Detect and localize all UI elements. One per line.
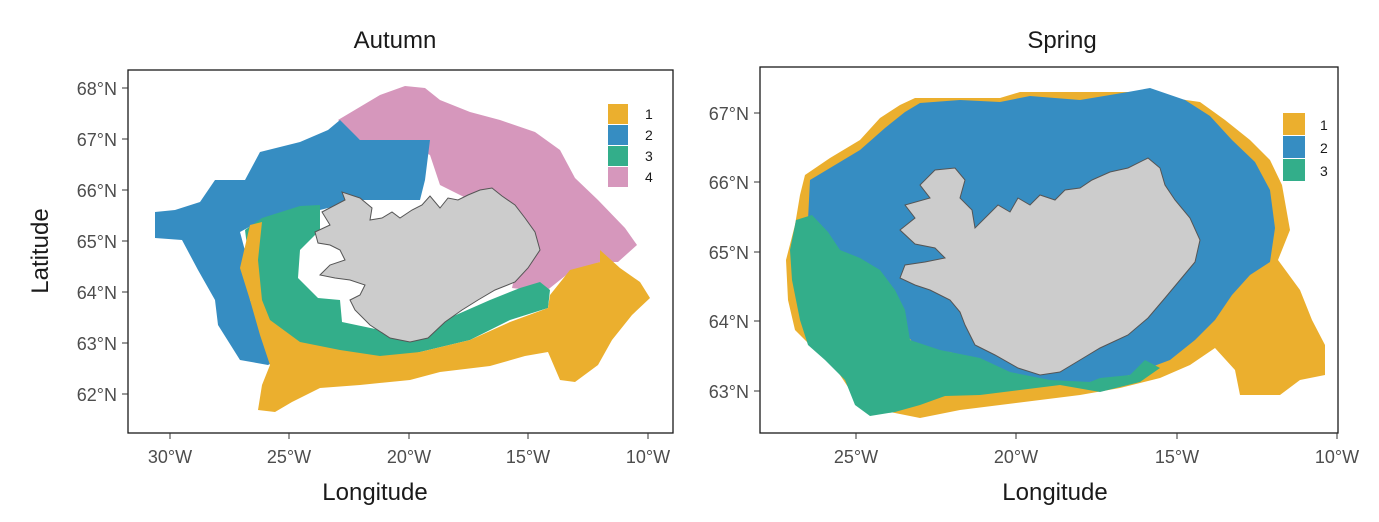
plot-frame-spring [759, 66, 1339, 434]
legend-swatch-3 [1283, 159, 1305, 181]
y-axis-autumn: 68°N 67°N 66°N 65°N 64°N 63°N 62°N [77, 79, 128, 405]
x-tick-label: 10°W [626, 447, 670, 467]
legend-swatch-1 [608, 104, 628, 124]
land-iceland-spring [899, 157, 1201, 376]
y-tick-label: 66°N [77, 181, 117, 201]
x-axis-spring: 25°W 20°W 15°W 10°W [834, 433, 1359, 467]
y-tick-label: 63°N [77, 334, 117, 354]
legend-swatch-3 [608, 146, 628, 166]
legend-label: 2 [645, 127, 653, 143]
panel-spring: Spring 67°N 66°N 65°N 64°N 63°N [709, 27, 1359, 506]
x-tick-label: 20°W [387, 447, 431, 467]
y-tick-label: 67°N [709, 104, 749, 124]
x-tick-label: 25°W [267, 447, 311, 467]
legend-label: 1 [1320, 117, 1328, 133]
x-axis-label-spring: Longitude [1002, 479, 1107, 506]
plot-frame-autumn [127, 69, 674, 434]
legend-label: 1 [645, 106, 653, 122]
y-tick-label: 67°N [77, 130, 117, 150]
panel-autumn: Autumn 68°N 67°N 66°N 65°N [27, 27, 674, 506]
cluster-2-region [155, 120, 430, 365]
x-tick-label: 15°W [506, 447, 550, 467]
y-tick-label: 65°N [709, 243, 749, 263]
map-area-spring [786, 88, 1325, 418]
legend-label: 2 [1320, 140, 1328, 156]
legend-spring: 1 2 3 [1283, 113, 1328, 181]
x-tick-label: 20°W [994, 447, 1038, 467]
land-iceland-autumn [314, 187, 541, 343]
legend-label: 3 [645, 148, 653, 164]
legend-swatch-1 [1283, 113, 1305, 135]
map-area-autumn [155, 86, 650, 412]
panel-title-spring: Spring [1027, 27, 1096, 54]
x-tick-label: 10°W [1315, 447, 1359, 467]
x-axis-label-autumn: Longitude [322, 479, 427, 506]
y-tick-label: 65°N [77, 232, 117, 252]
y-tick-label: 64°N [709, 312, 749, 332]
cluster-3-region [790, 215, 1160, 416]
panel-title-autumn: Autumn [354, 27, 437, 54]
x-tick-label: 25°W [834, 447, 878, 467]
legend-label: 3 [1320, 163, 1328, 179]
legend-swatch-2 [1283, 136, 1305, 158]
y-tick-label: 62°N [77, 385, 117, 405]
cluster-3-region [245, 205, 550, 362]
cluster-1-region [240, 222, 650, 412]
legend-label: 4 [645, 169, 653, 185]
legend-swatch-4 [608, 167, 628, 187]
legend-autumn: 1 2 3 4 [608, 104, 653, 187]
y-axis-spring: 67°N 66°N 65°N 64°N 63°N [709, 104, 760, 402]
y-tick-label: 63°N [709, 382, 749, 402]
x-axis-autumn: 30°W 25°W 20°W 15°W 10°W [148, 433, 670, 467]
y-tick-label: 66°N [709, 173, 749, 193]
y-tick-label: 68°N [77, 79, 117, 99]
x-tick-label: 15°W [1155, 447, 1199, 467]
y-tick-label: 64°N [77, 283, 117, 303]
x-tick-label: 30°W [148, 447, 192, 467]
y-axis-label-autumn: Latitude [27, 208, 54, 293]
legend-swatch-2 [608, 125, 628, 145]
